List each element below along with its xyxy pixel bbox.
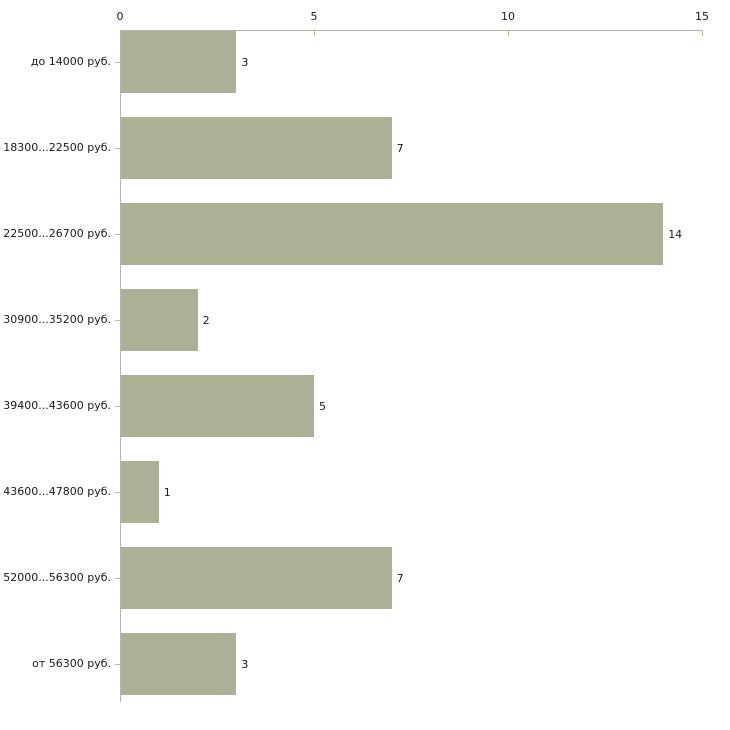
bar-value-label: 14 (668, 228, 683, 241)
y-axis-tick (115, 62, 121, 63)
y-axis-tick (115, 492, 121, 493)
x-axis-tick (314, 30, 315, 36)
bar-value-label: 3 (241, 658, 249, 671)
y-axis-category-label: 43600...47800 руб. (3, 485, 111, 498)
bar (121, 31, 237, 93)
y-axis-tick (115, 320, 121, 321)
y-axis-tick (115, 148, 121, 149)
bar-value-label: 1 (163, 486, 171, 499)
bar-value-label: 5 (319, 400, 326, 413)
bar (121, 375, 314, 437)
bar (121, 461, 159, 523)
y-axis-tick (115, 664, 121, 665)
bar (121, 203, 664, 265)
x-axis-tick-label: 5 (310, 10, 318, 23)
bar-value-label: 2 (202, 314, 210, 327)
x-axis-tick (508, 30, 509, 36)
y-axis-tick (115, 234, 121, 235)
x-axis-tick (702, 30, 703, 36)
y-axis-tick (115, 578, 121, 579)
x-axis-tick (120, 30, 121, 36)
bar-value-label: 3 (241, 56, 249, 69)
bar (121, 117, 392, 179)
bar (121, 289, 198, 351)
y-axis-line (120, 30, 121, 702)
bar-value-label: 7 (396, 572, 404, 585)
bar-value-label: 7 (396, 142, 404, 155)
y-axis-category-label: 18300...22500 руб. (3, 141, 111, 154)
bar (121, 547, 392, 609)
y-axis-category-label: от 56300 руб. (32, 657, 111, 670)
x-axis-tick-label: 10 (501, 10, 515, 23)
x-axis-line (120, 30, 703, 31)
y-axis-tick (115, 406, 121, 407)
y-axis-category-label: 22500...26700 руб. (3, 227, 111, 240)
y-axis-category-label: 39400...43600 руб. (3, 399, 111, 412)
y-axis-category-label: до 14000 руб. (30, 55, 111, 68)
x-axis-tick-label: 15 (695, 10, 709, 23)
y-axis-category-label: 30900...35200 руб. (3, 313, 111, 326)
bar (121, 633, 237, 695)
x-axis-tick-label: 0 (116, 10, 124, 23)
y-axis-category-label: 52000...56300 руб. (3, 571, 111, 584)
